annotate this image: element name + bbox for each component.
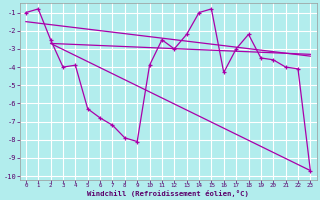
X-axis label: Windchill (Refroidissement éolien,°C): Windchill (Refroidissement éolien,°C) <box>87 190 249 197</box>
